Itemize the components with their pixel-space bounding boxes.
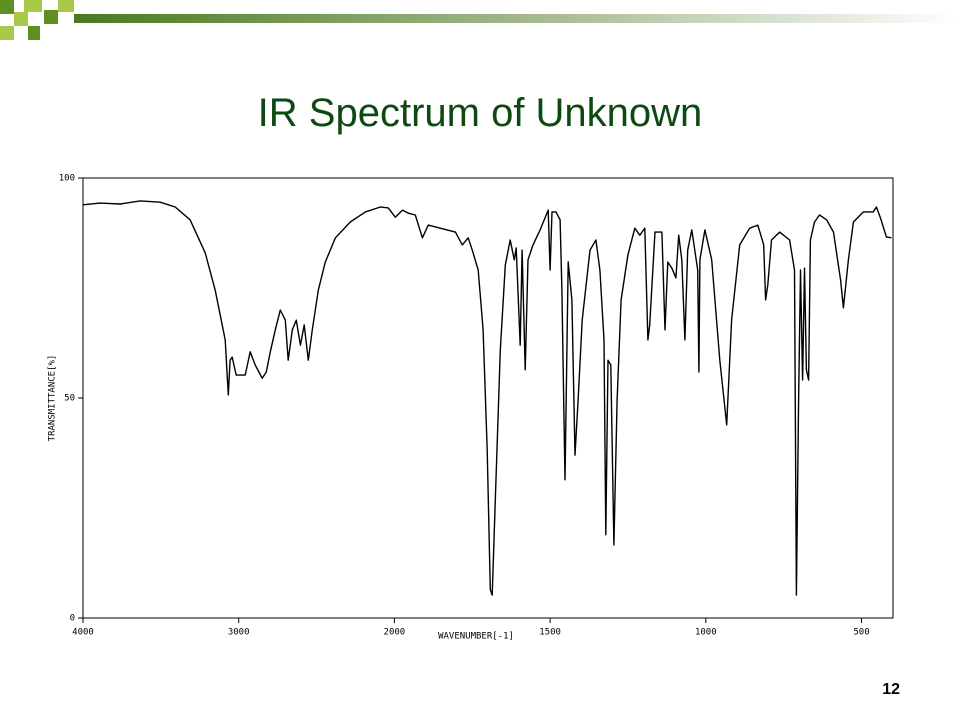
x-tick-label: 500 — [853, 628, 869, 638]
x-tick-label: 1500 — [539, 628, 561, 638]
y-tick-label: 50 — [64, 394, 75, 404]
x-axis-label: WAVENUMBER[-1] — [438, 632, 514, 642]
y-tick-label: 0 — [70, 614, 75, 624]
x-tick-label: 2000 — [384, 628, 406, 638]
x-tick-label: 1000 — [695, 628, 717, 638]
x-tick-label: 3000 — [228, 628, 250, 638]
y-axis-label: TRANSMITTANCE[%] — [48, 355, 58, 442]
x-tick-label: 4000 — [72, 628, 94, 638]
chart-title: IR Spectrum of Unknown — [258, 91, 703, 135]
page-number: 12 — [882, 681, 900, 698]
header-decoration — [0, 0, 960, 40]
y-tick-label: 100 — [59, 174, 75, 184]
spectrum-line — [82, 200, 892, 596]
